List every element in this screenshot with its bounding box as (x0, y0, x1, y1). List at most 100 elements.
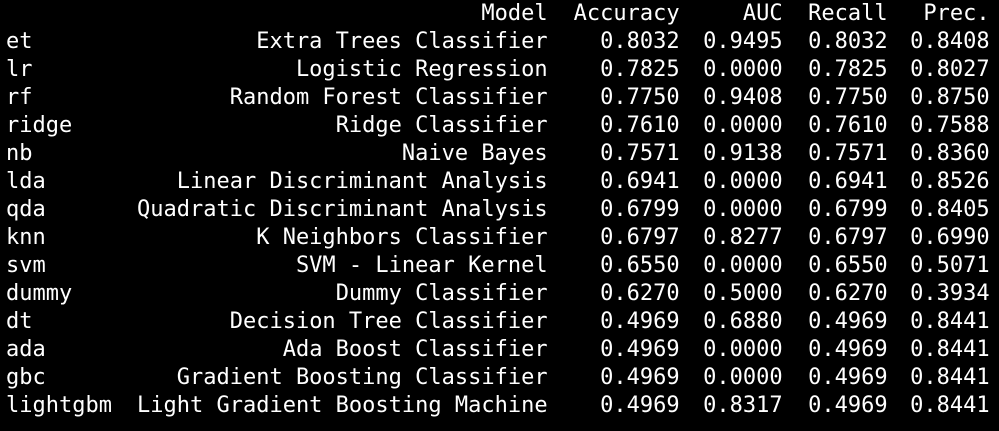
recall-value: 0.6550 (808, 253, 888, 278)
model-name: Light Gradient Boosting Machine (137, 393, 548, 418)
prec-value: 0.8360 (910, 141, 990, 166)
auc-value: 0.8277 (703, 225, 783, 250)
auc-value: 0.9495 (703, 29, 783, 54)
table-row: lda Linear Discriminant Analysis 0.6941 0.0… (6, 168, 990, 196)
prec-value: 0.3934 (910, 281, 990, 306)
table-row: dummy Dummy Classifier 0.6270 0.5000 0.6270 0… (6, 280, 990, 308)
row-index: dt (6, 309, 33, 334)
model-name: Linear Discriminant Analysis (176, 169, 548, 194)
table-row: dt Decision Tree Classifier 0.4969 0.6880 0.… (6, 308, 990, 336)
accuracy-value: 0.4969 (600, 393, 680, 418)
recall-value: 0.6270 (808, 281, 888, 306)
table-row: nb Naive Bayes 0.7571 0.9138 0.7571 0.8360 (6, 140, 990, 168)
prec-value: 0.5071 (910, 253, 990, 278)
accuracy-value: 0.7610 (600, 113, 680, 138)
prec-value: 0.8405 (910, 197, 990, 222)
model-name: Naive Bayes (401, 141, 548, 166)
prec-value: 0.8441 (910, 393, 990, 418)
table-row: ridge Ridge Classifier 0.7610 0.0000 0.7610 0… (6, 112, 990, 140)
prec-value: 0.8750 (910, 85, 990, 110)
table-row: lr Logistic Regression 0.7825 0.0000 0.7825 0… (6, 56, 990, 84)
model-name: Extra Trees Classifier (256, 29, 548, 54)
auc-value: 0.0000 (703, 57, 783, 82)
prec-value: 0.8027 (910, 57, 990, 82)
prec-value: 0.8441 (910, 365, 990, 390)
table-row: lightgbm Light Gradient Boosting Machine 0… (6, 392, 990, 420)
accuracy-value: 0.4969 (600, 337, 680, 362)
table-header: Model Accuracy AUC Recall Prec. (6, 0, 990, 28)
model-name: Ridge Classifier (335, 113, 548, 138)
table-row: et Extra Trees Classifier 0.8032 0.9495 0.80… (6, 28, 990, 56)
prec-value: 0.8441 (910, 309, 990, 334)
model-name: Logistic Regression (295, 57, 548, 82)
header-prec: Prec. (923, 1, 990, 26)
recall-value: 0.7825 (808, 57, 888, 82)
auc-value: 0.8317 (703, 393, 783, 418)
row-index: svm (6, 253, 46, 278)
recall-value: 0.7571 (808, 141, 888, 166)
accuracy-value: 0.6941 (600, 169, 680, 194)
row-index: lr (6, 57, 33, 82)
auc-value: 0.0000 (703, 169, 783, 194)
accuracy-value: 0.6270 (600, 281, 680, 306)
accuracy-value: 0.7571 (600, 141, 680, 166)
auc-value: 0.0000 (703, 365, 783, 390)
row-index: et (6, 29, 33, 54)
accuracy-value: 0.6550 (600, 253, 680, 278)
recall-value: 0.4969 (808, 393, 888, 418)
row-index: nb (6, 141, 33, 166)
header-row: Model Accuracy AUC Recall Prec. (6, 0, 990, 28)
accuracy-value: 0.6797 (600, 225, 680, 250)
recall-value: 0.7610 (808, 113, 888, 138)
model-name: Ada Boost Classifier (282, 337, 548, 362)
prec-value: 0.8408 (910, 29, 990, 54)
model-name: K Neighbors Classifier (256, 225, 548, 250)
auc-value: 0.0000 (703, 113, 783, 138)
model-name: Random Forest Classifier (229, 85, 548, 110)
table-row: svm SVM - Linear Kernel 0.6550 0.0000 0.6550… (6, 252, 990, 280)
recall-value: 0.6797 (808, 225, 888, 250)
recall-value: 0.6799 (808, 197, 888, 222)
prec-value: 0.8526 (910, 169, 990, 194)
row-index: lightgbm (6, 393, 112, 418)
accuracy-value: 0.4969 (600, 365, 680, 390)
model-name: Dummy Classifier (335, 281, 548, 306)
accuracy-value: 0.4969 (600, 309, 680, 334)
auc-value: 0.0000 (703, 197, 783, 222)
prec-value: 0.6990 (910, 225, 990, 250)
accuracy-value: 0.7825 (600, 57, 680, 82)
row-index: ada (6, 337, 46, 362)
console-output: Model Accuracy AUC Recall Prec. et Extra … (6, 0, 996, 420)
table-body: et Extra Trees Classifier 0.8032 0.9495 0.80… (6, 28, 990, 420)
prec-value: 0.8441 (910, 337, 990, 362)
table-row: rf Random Forest Classifier 0.7750 0.9408 0.… (6, 84, 990, 112)
auc-value: 0.0000 (703, 337, 783, 362)
row-index: ridge (6, 113, 73, 138)
recall-value: 0.6941 (808, 169, 888, 194)
header-auc: AUC (742, 1, 783, 26)
prec-value: 0.7588 (910, 113, 990, 138)
header-recall: Recall (808, 1, 888, 26)
recall-value: 0.4969 (808, 337, 888, 362)
row-index: knn (6, 225, 46, 250)
row-index: rf (6, 85, 33, 110)
row-index: dummy (6, 281, 73, 306)
row-index: gbc (6, 365, 46, 390)
header-index (6, 0, 137, 28)
recall-value: 0.7750 (808, 85, 888, 110)
recall-value: 0.4969 (808, 309, 888, 334)
model-name: Gradient Boosting Classifier (176, 365, 548, 390)
model-name: Decision Tree Classifier (229, 309, 548, 334)
auc-value: 0.9138 (703, 141, 783, 166)
table-row: knn K Neighbors Classifier 0.6797 0.8277 0.6… (6, 224, 990, 252)
auc-value: 0.0000 (703, 253, 783, 278)
row-index: lda (6, 169, 46, 194)
table-row: ada Ada Boost Classifier 0.4969 0.0000 0.496… (6, 336, 990, 364)
header-model: Model (481, 1, 548, 26)
auc-value: 0.5000 (703, 281, 783, 306)
model-name: SVM - Linear Kernel (295, 253, 548, 278)
auc-value: 0.9408 (703, 85, 783, 110)
model-name: Quadratic Discriminant Analysis (137, 197, 548, 222)
accuracy-value: 0.7750 (600, 85, 680, 110)
table-row: gbc Gradient Boosting Classifier 0.4969 0.0… (6, 364, 990, 392)
